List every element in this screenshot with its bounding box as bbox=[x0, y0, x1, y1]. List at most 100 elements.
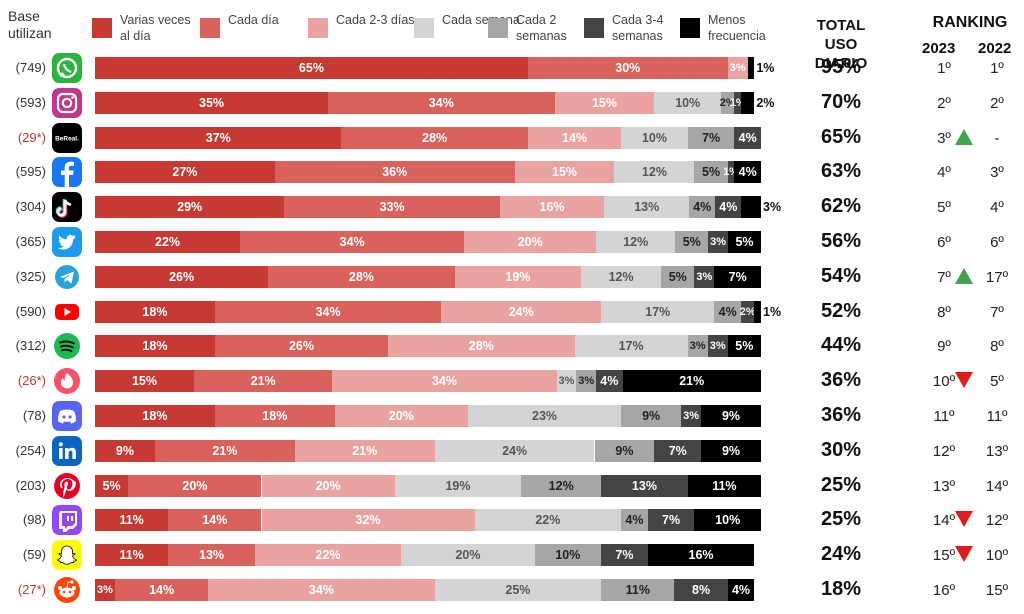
bar-segment-label: 8% bbox=[692, 583, 711, 597]
bar-segment bbox=[647, 544, 755, 567]
bar-segment bbox=[193, 370, 333, 393]
total-uso-diario-value: 54% bbox=[820, 264, 862, 287]
bar-segment-label: 10% bbox=[555, 548, 581, 563]
pinterest-icon bbox=[52, 470, 82, 501]
total-uso-diario-value: 65% bbox=[820, 125, 862, 148]
rank-2023-value: 13º bbox=[932, 477, 956, 495]
bar-segment bbox=[95, 544, 169, 567]
tinder-icon bbox=[52, 366, 82, 397]
bar-segment bbox=[614, 161, 695, 184]
bar-segment-label: 20% bbox=[517, 235, 543, 249]
bar-segment bbox=[114, 579, 209, 601]
bar-segment bbox=[95, 474, 129, 497]
bar-segment bbox=[675, 231, 709, 253]
bar-segment-label: 20% bbox=[388, 409, 414, 423]
rank-2022-value: 13º bbox=[985, 442, 1009, 460]
bar-segment bbox=[95, 439, 155, 462]
bar-segment bbox=[527, 57, 728, 79]
rank-2023-value: 4º bbox=[937, 164, 951, 182]
bar-segment-label: 11% bbox=[712, 478, 737, 493]
bar-segment-label: 19% bbox=[445, 478, 471, 493]
bar-segment bbox=[727, 57, 748, 79]
base-header: Base utilizan bbox=[8, 8, 52, 41]
bar-segment bbox=[654, 439, 702, 462]
base-count: (749) bbox=[15, 60, 46, 75]
snapchat-icon bbox=[52, 540, 82, 571]
bar-segment-label: 34% bbox=[308, 583, 334, 597]
legend-label: Menos frecuencia bbox=[708, 13, 766, 43]
base-count: (590) bbox=[15, 303, 46, 319]
bar-segment bbox=[714, 265, 761, 288]
rank-2022-value: 1º bbox=[990, 60, 1004, 77]
base-count: (593) bbox=[15, 94, 46, 110]
total-uso-diario-value: 56% bbox=[820, 230, 862, 252]
bar-segment bbox=[601, 544, 648, 567]
bar-segment-label: 21% bbox=[679, 374, 705, 389]
bar-segment-label: 4% bbox=[738, 165, 757, 180]
bar-segment bbox=[294, 439, 435, 462]
bar-segment bbox=[741, 196, 761, 219]
bar-segment-label: 12% bbox=[548, 478, 574, 493]
bar-segment-label: 34% bbox=[339, 235, 365, 249]
bar-segment-label: 2% bbox=[756, 95, 775, 110]
bar-segment bbox=[454, 265, 582, 288]
rank-2022-value: 12º bbox=[985, 512, 1009, 530]
total-uso-diario-value: 24% bbox=[820, 543, 862, 566]
bar-segment-label: 4% bbox=[625, 513, 644, 528]
bar-segment-label: 28% bbox=[468, 339, 494, 354]
base-count: (365) bbox=[15, 234, 46, 249]
bar-segment bbox=[715, 196, 742, 219]
bar-segment-label: 9% bbox=[721, 409, 741, 423]
base-count: (254) bbox=[15, 442, 46, 458]
base-count: (27*) bbox=[17, 582, 46, 597]
legend-label: Varias veces al día bbox=[120, 13, 191, 43]
bar-segment bbox=[601, 300, 715, 323]
total-uso-diario-value: 52% bbox=[820, 299, 862, 322]
bar-segment bbox=[328, 91, 555, 114]
total-uso-diario-value: 25% bbox=[820, 473, 862, 496]
bar-segment-label: 34% bbox=[431, 374, 457, 389]
bar-segment-label: 36% bbox=[382, 165, 408, 180]
reddit-icon bbox=[52, 575, 82, 605]
bar-segment-label: 33% bbox=[379, 200, 405, 215]
bar-segment bbox=[208, 579, 435, 601]
legend-swatch bbox=[584, 18, 604, 38]
bar-segment bbox=[701, 405, 761, 427]
bar-segment bbox=[727, 161, 735, 184]
bar-segment-label: 15% bbox=[552, 165, 578, 180]
bar-segment bbox=[388, 335, 575, 358]
bar-segment bbox=[261, 474, 395, 497]
bar-segment-label: 4% bbox=[693, 200, 712, 215]
bar-segment bbox=[434, 579, 602, 601]
rank-2022-value: 6º bbox=[990, 234, 1004, 251]
bar-segment bbox=[621, 126, 688, 149]
legend-swatch bbox=[488, 18, 508, 38]
bar-segment bbox=[334, 405, 468, 427]
rank-2022-value: 5º bbox=[990, 373, 1004, 391]
bar-segment-label: 10% bbox=[641, 130, 667, 145]
bar-segment-label: 3% bbox=[558, 375, 575, 388]
rank-2023-value: 16º bbox=[932, 582, 956, 599]
bar-segment-label: 15% bbox=[591, 95, 617, 110]
bar-segment-label: 25% bbox=[505, 583, 531, 597]
bar-segment-label: 34% bbox=[315, 304, 341, 319]
bar-segment-label: 26% bbox=[169, 269, 195, 284]
legend-swatch bbox=[92, 18, 112, 38]
bar-segment bbox=[661, 265, 695, 288]
bar-segment-label: 16% bbox=[688, 548, 714, 563]
bar-segment-label: 22% bbox=[155, 235, 181, 249]
bar-segment-label: 65% bbox=[298, 61, 324, 75]
bar-segment bbox=[734, 126, 761, 149]
bar-segment-label: 4% bbox=[738, 130, 757, 145]
bar-segment bbox=[95, 265, 269, 288]
legend-swatch bbox=[200, 18, 220, 38]
bar-segment bbox=[467, 405, 622, 427]
bar-segment bbox=[214, 405, 335, 427]
rank-2023-value: 8º bbox=[937, 303, 951, 321]
bar-segment-label: 18% bbox=[142, 409, 168, 423]
bar-segment-label: 5% bbox=[735, 339, 754, 354]
bar-segment-label: 7% bbox=[702, 130, 721, 145]
total-uso-diario-value: 70% bbox=[820, 90, 862, 113]
rank-2023-value: 2º bbox=[937, 94, 951, 112]
